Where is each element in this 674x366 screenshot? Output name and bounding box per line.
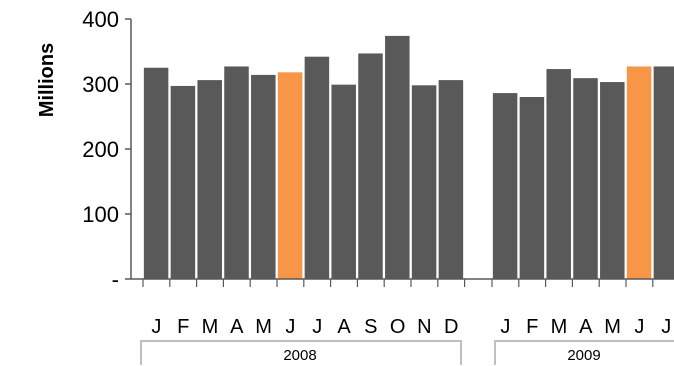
bar: [251, 74, 276, 280]
x-tick-label: M: [604, 316, 621, 338]
bar: [358, 53, 383, 280]
bar: [492, 93, 518, 279]
bar: [143, 67, 169, 279]
year-bracket: [494, 340, 674, 365]
y-tick-label: 300: [82, 72, 119, 97]
bar: [411, 85, 437, 279]
x-tick-label: J: [312, 316, 322, 338]
year-label: 2008: [283, 347, 316, 364]
bar: [438, 80, 464, 279]
bar: [519, 97, 545, 279]
x-tick-label: S: [364, 316, 377, 338]
bar: [546, 69, 571, 279]
x-tick-label: A: [579, 316, 593, 338]
bar: [277, 72, 303, 279]
y-axis: - 100 200 300 400: [82, 7, 132, 292]
x-tick-label: F: [526, 316, 538, 338]
y-axis-label: Millions: [36, 43, 58, 117]
x-tick-label: M: [255, 316, 272, 338]
x-tick-label: A: [337, 316, 351, 338]
x-tick-label: J: [285, 316, 295, 338]
bar: [170, 85, 196, 279]
bar: [626, 66, 652, 279]
y-tick-label: 100: [82, 202, 119, 227]
bars: [143, 35, 674, 280]
bar: [653, 66, 674, 279]
x-tick-label: F: [177, 316, 189, 338]
bar: [224, 66, 249, 279]
x-tick-label: J: [500, 316, 510, 338]
y-tick-label: 400: [82, 7, 119, 32]
x-tick-label: D: [444, 316, 458, 338]
bar: [331, 84, 356, 280]
bar: [600, 82, 625, 279]
x-tick-label: N: [417, 316, 431, 338]
x-tick-label: A: [230, 316, 244, 338]
x-tick-label: J: [151, 316, 161, 338]
year-label: 2009: [567, 347, 600, 364]
y-tick-label: -: [112, 267, 119, 292]
bar: [304, 56, 330, 280]
x-tick-label: O: [390, 316, 406, 338]
x-tick-label: M: [202, 316, 219, 338]
bar: [573, 78, 598, 280]
bar: [385, 35, 410, 280]
year-bracket: [140, 340, 462, 365]
y-tick-label: 200: [82, 137, 119, 162]
x-tick-label: J: [634, 316, 644, 338]
x-tick-label: M: [551, 316, 568, 338]
x-tick-label: J: [661, 316, 671, 338]
bar: [197, 80, 222, 279]
